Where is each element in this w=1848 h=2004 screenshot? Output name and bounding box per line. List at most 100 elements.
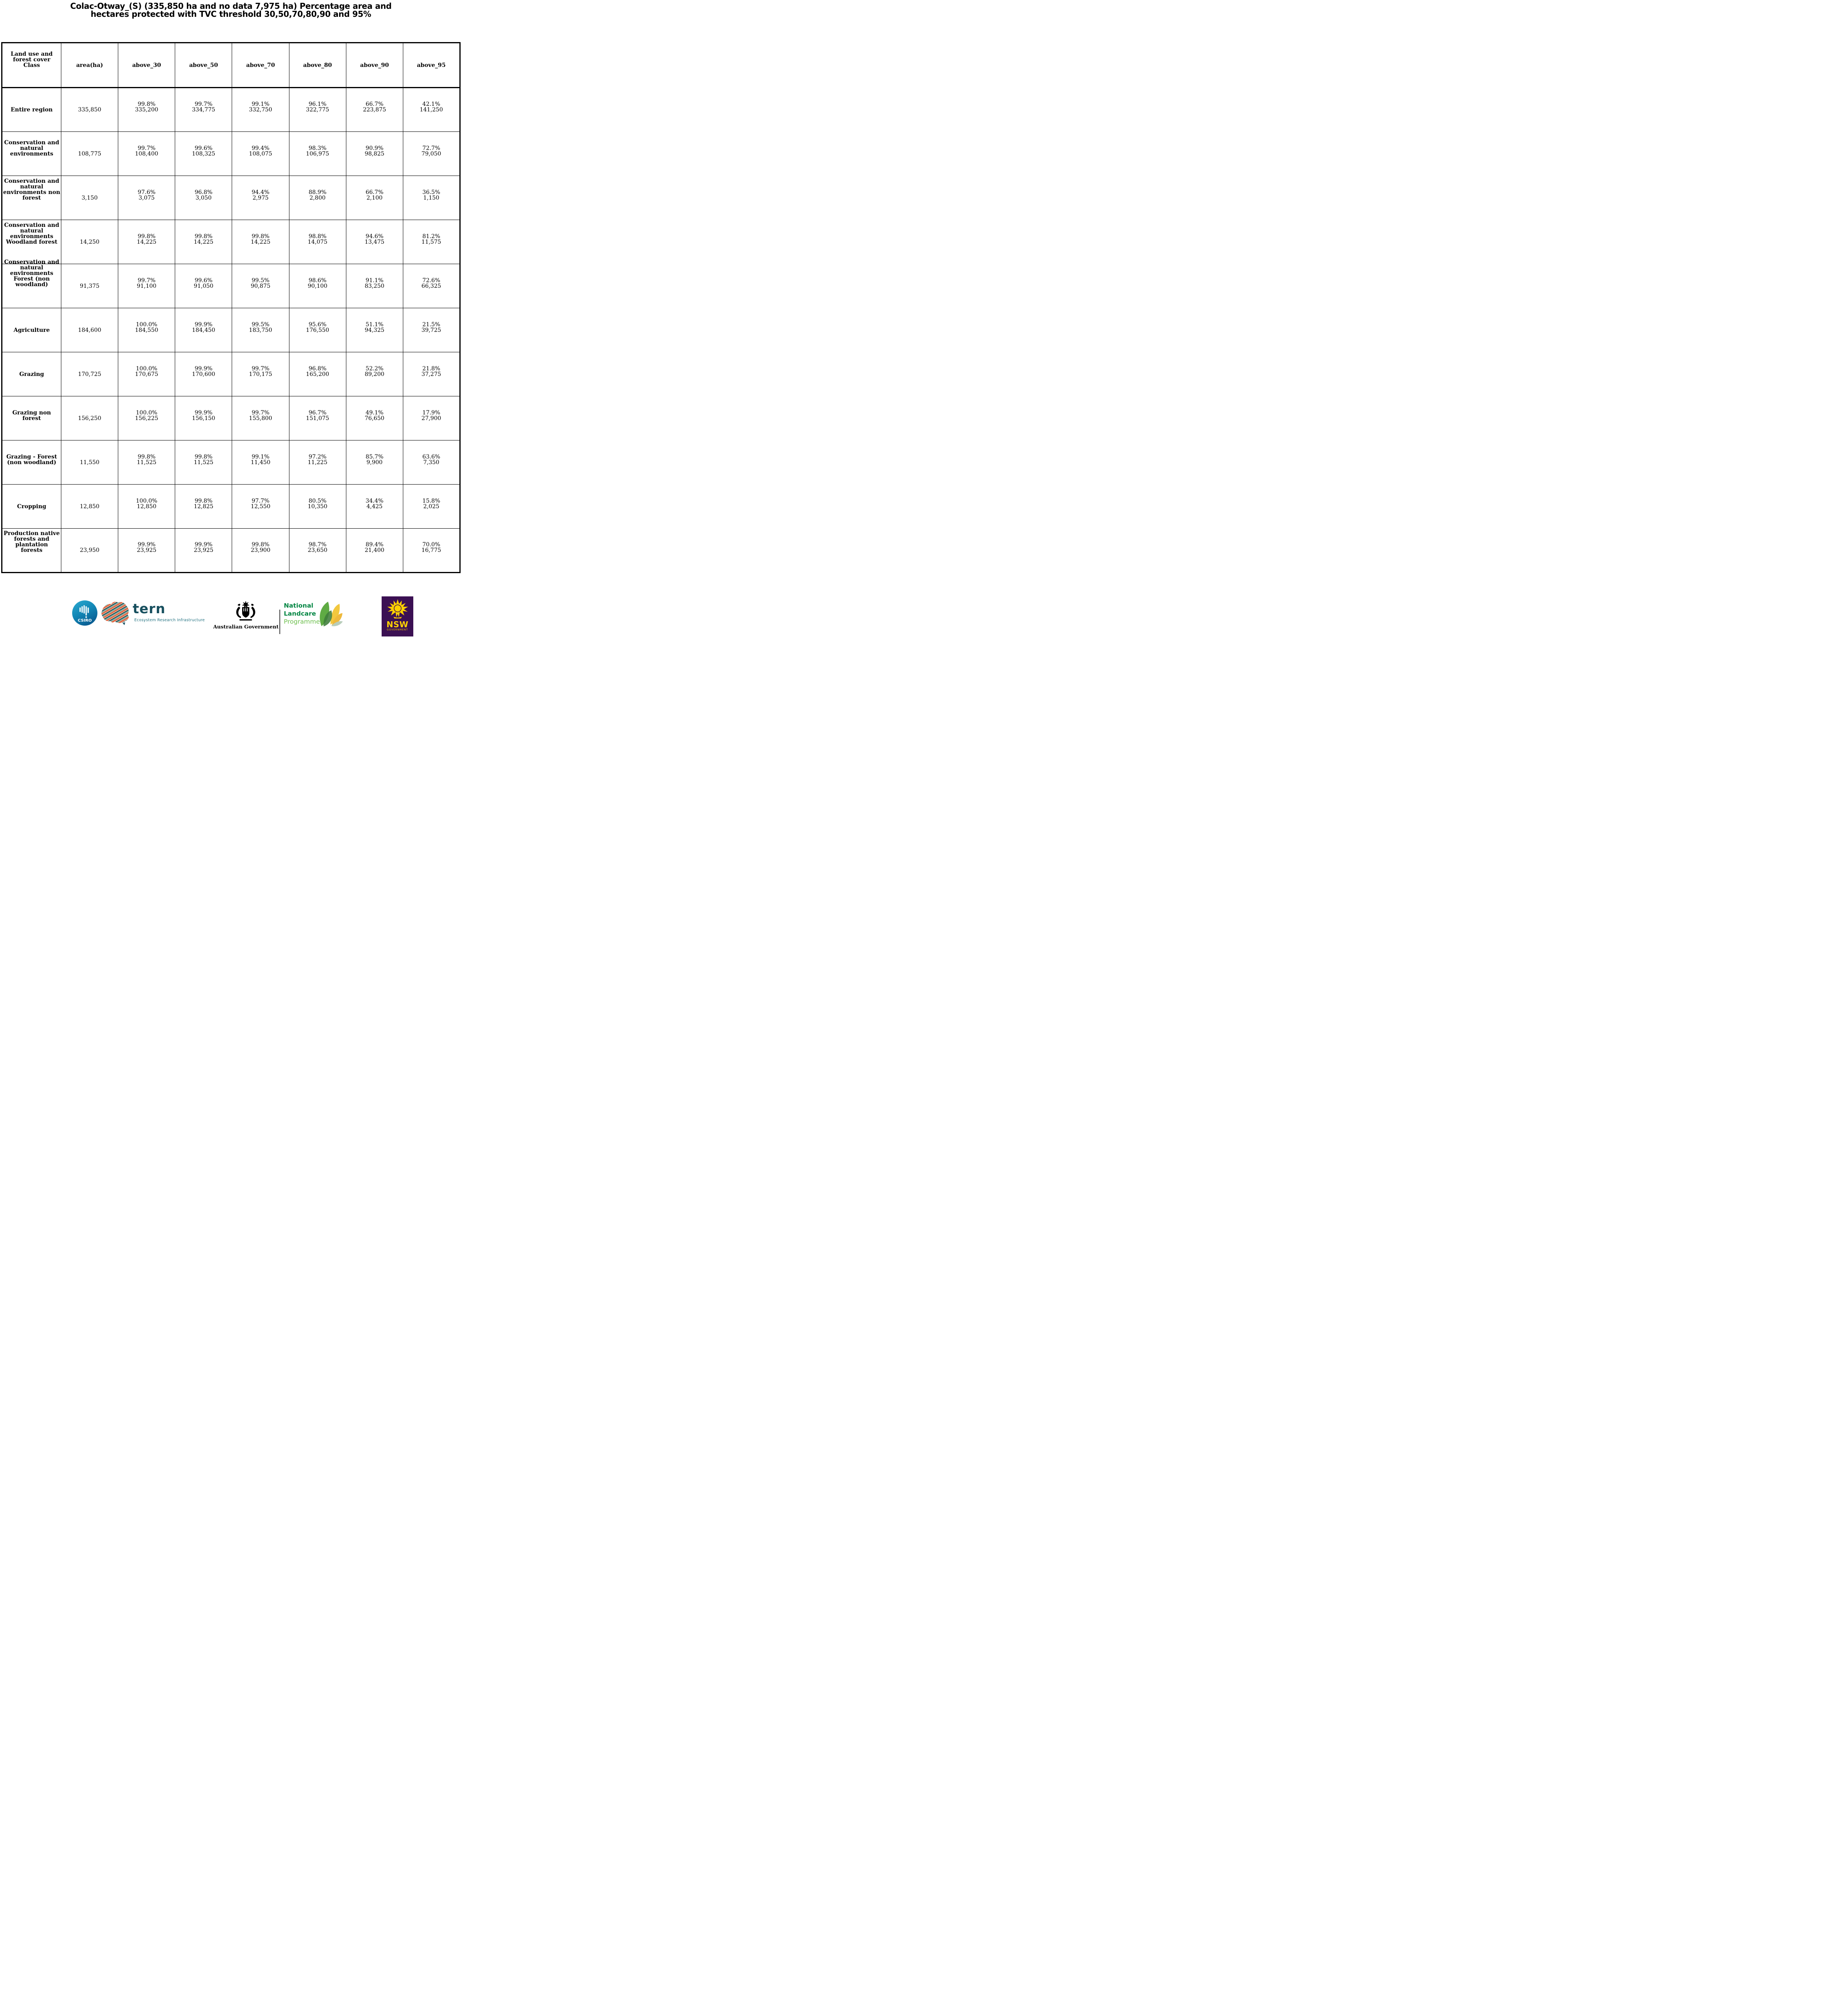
page-title: Colac-Otway_(S) (335,850 ha and no data … (0, 2, 462, 18)
cell-above_80: 97.2% 11,225 (289, 440, 346, 485)
cell-above_80: 98.8% 14,075 (289, 220, 346, 264)
australian-government-crest-icon (236, 601, 255, 621)
tern-map-icon (101, 602, 129, 625)
cell-above_95: 81.2% 11,575 (402, 220, 461, 264)
cell-area-ha: 12,850 (61, 484, 119, 529)
cell-above_50: 99.7% 334,775 (175, 87, 233, 132)
cell-above_30: 100.0% 170,675 (118, 352, 176, 396)
cell-above_80: 98.7% 23,650 (289, 528, 346, 573)
row-label: Grazing (2, 352, 61, 396)
cell-above_30: 99.7% 108,400 (118, 131, 176, 176)
cell-area-ha: 170,725 (61, 352, 119, 396)
cell-above_30: 99.8% 335,200 (118, 87, 176, 132)
row-label: Grazing - Forest (non woodland) (2, 440, 61, 485)
cell-above_90: 34.4% 4,425 (346, 484, 403, 529)
cell-above_30: 100.0% 12,850 (118, 484, 176, 529)
table-row: Grazing 170,725 100.0% 170,675 99.9% 170,600 9… (2, 352, 461, 396)
cell-above_90: 49.1% 76,650 (346, 396, 403, 440)
col-header-above-80: above_80 (289, 42, 346, 88)
cell-area-ha: 23,950 (61, 528, 119, 573)
table-header-row: Land use and forest cover Class area(ha) abo… (2, 42, 461, 88)
table-row: Conservation and natural environments non f… (2, 176, 461, 220)
cell-area-ha: 11,550 (61, 440, 119, 485)
cell-above_50: 99.6% 108,325 (175, 131, 233, 176)
cell-above_50: 99.8% 11,525 (175, 440, 233, 485)
cell-above_50: 99.9% 170,600 (175, 352, 233, 396)
nsw-logo-text: NSW (386, 620, 408, 629)
col-header-above-50: above_50 (175, 42, 233, 88)
cell-above_50: 99.9% 156,150 (175, 396, 233, 440)
cell-above_90: 51.1% 94,325 (346, 308, 403, 352)
cell-above_70: 99.7% 170,175 (232, 352, 289, 396)
cell-above_70: 99.5% 90,875 (232, 264, 289, 308)
cell-above_70: 99.5% 183,750 (232, 308, 289, 352)
report-page: Colac-Otway_(S) (335,850 ha and no data … (0, 0, 462, 640)
cell-above_90: 52.2% 89,200 (346, 352, 403, 396)
row-label: Grazing non forest (2, 396, 61, 440)
cell-above_90: 66.7% 2,100 (346, 176, 403, 220)
tern-tagline: Ecosystem Research Infrastructure (134, 618, 205, 622)
cell-above_80: 88.9% 2,800 (289, 176, 346, 220)
cell-above_90: 90.9% 98,825 (346, 131, 403, 176)
cell-above_90: 91.1% 83,250 (346, 264, 403, 308)
cell-above_70: 99.8% 14,225 (232, 220, 289, 264)
cell-above_50: 99.6% 91,050 (175, 264, 233, 308)
cell-above_90: 94.6% 13,475 (346, 220, 403, 264)
cell-above_95: 63.6% 7,350 (402, 440, 461, 485)
cell-above_90: 85.7% 9,900 (346, 440, 403, 485)
row-label: Production native forests and plantation fo… (2, 528, 61, 573)
cell-area-ha: 3,150 (61, 176, 119, 220)
cell-above_95: 21.5% 39,725 (402, 308, 461, 352)
cell-area-ha: 335,850 (61, 87, 119, 132)
cell-above_30: 100.0% 156,225 (118, 396, 176, 440)
cell-above_30: 99.8% 14,225 (118, 220, 176, 264)
cell-above_50: 99.8% 14,225 (175, 220, 233, 264)
cell-above_90: 66.7% 223,875 (346, 87, 403, 132)
col-header-above-70: above_70 (232, 42, 289, 88)
csiro-logo-text: CSIRO (78, 618, 92, 623)
cell-above_30: 99.8% 11,525 (118, 440, 176, 485)
row-label: Cropping (2, 484, 61, 529)
nsw-government-logo: NSW GOVERNMENT (382, 596, 413, 636)
landcare-leaf-icon (319, 602, 343, 626)
cell-above_80: 95.6% 176,550 (289, 308, 346, 352)
col-header-landuse-class: Land use and forest cover Class (2, 42, 61, 88)
col-header-above-30: above_30 (118, 42, 176, 88)
cell-above_30: 99.7% 91,100 (118, 264, 176, 308)
cell-area-ha: 91,375 (61, 264, 119, 308)
cell-above_50: 99.9% 23,925 (175, 528, 233, 573)
table-row: Conservation and natural environments 108,7… (2, 131, 461, 176)
cell-above_95: 72.7% 79,050 (402, 131, 461, 176)
cell-area-ha: 156,250 (61, 396, 119, 440)
landcare-line1: National (284, 602, 313, 609)
row-label: Entire region (2, 87, 61, 132)
cell-above_50: 99.9% 184,450 (175, 308, 233, 352)
row-label: Conservation and natural environments Woodl… (2, 220, 61, 264)
table-row: Conservation and natural environments Woodl… (2, 220, 461, 264)
cell-above_80: 96.7% 151,075 (289, 396, 346, 440)
cell-above_70: 99.8% 23,900 (232, 528, 289, 573)
cell-above_70: 99.1% 332,750 (232, 87, 289, 132)
table-row: Agriculture 184,600 100.0% 184,550 99.9% 184,… (2, 308, 461, 352)
cell-above_95: 72.6% 66,325 (402, 264, 461, 308)
table-row: Grazing non forest 156,250 100.0% 156,225 99.… (2, 396, 461, 440)
cell-above_95: 70.0% 16,775 (402, 528, 461, 573)
cell-above_50: 96.8% 3,050 (175, 176, 233, 220)
table-row: Cropping 12,850 100.0% 12,850 99.8% 12,825 97.… (2, 484, 461, 529)
tvc-threshold-table: Land use and forest cover Class area(ha) abo… (1, 42, 461, 573)
cell-above_70: 97.7% 12,550 (232, 484, 289, 529)
cell-above_95: 42.1% 141,250 (402, 87, 461, 132)
cell-above_95: 21.8% 37,275 (402, 352, 461, 396)
cell-above_90: 89.4% 21,400 (346, 528, 403, 573)
logo-divider (279, 610, 280, 634)
cell-above_80: 98.6% 90,100 (289, 264, 346, 308)
nsw-waratah-icon (387, 599, 408, 619)
cell-above_95: 36.5% 1,150 (402, 176, 461, 220)
cell-above_70: 99.4% 108,075 (232, 131, 289, 176)
cell-above_95: 17.9% 27,900 (402, 396, 461, 440)
cell-area-ha: 184,600 (61, 308, 119, 352)
tern-logo-text: tern (133, 601, 166, 616)
cell-above_80: 80.5% 10,350 (289, 484, 346, 529)
col-header-above-90: above_90 (346, 42, 403, 88)
cell-above_30: 99.9% 23,925 (118, 528, 176, 573)
